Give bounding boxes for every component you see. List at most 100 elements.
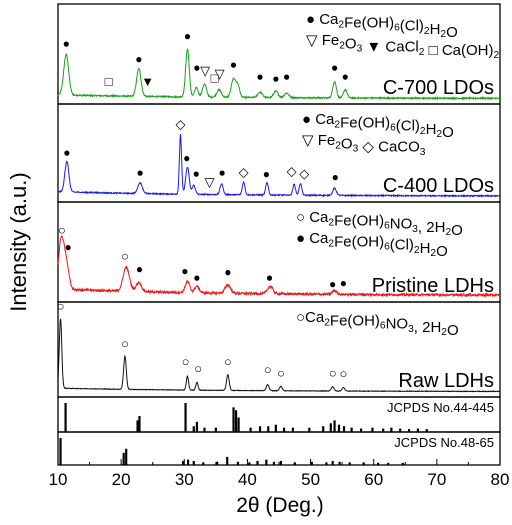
reference-line (425, 429, 428, 432)
reference-line (338, 461, 341, 465)
legend-entry: ▽ Fe2O3 ◇ CaCO3 (302, 132, 426, 158)
reference-line (291, 427, 294, 432)
peak-marker: ● (135, 52, 142, 66)
reference-line (236, 461, 240, 465)
reference-line (416, 428, 420, 432)
reference-line (325, 462, 328, 465)
reference-line (192, 426, 195, 432)
reference-line (192, 460, 195, 465)
reference-panel: JCPDS No.48-65 (57, 431, 501, 466)
peak-marker: ○ (277, 365, 285, 380)
legend-entry: ▽ Fe2O3 ▼ CaCl2 □ Ca(OH)2 (306, 32, 500, 61)
reference-line (256, 460, 259, 465)
series-line (57, 48, 501, 101)
peak-marker: ○ (194, 361, 202, 376)
peak-marker: ● (193, 166, 200, 180)
reference-line (279, 460, 282, 465)
peak-marker: ○ (58, 223, 66, 238)
reference-line (350, 427, 353, 432)
sample-label: Pristine LDHs (372, 275, 494, 297)
peak-marker: ● (283, 70, 290, 84)
peak-marker: ● (219, 165, 226, 179)
peak-marker: ○ (182, 354, 190, 369)
peak-marker: ○ (264, 362, 272, 377)
sample-label: Raw LDHs (398, 370, 494, 392)
x-tick-label: 80 (491, 470, 510, 489)
reference-line (122, 452, 125, 465)
reference-line (282, 427, 286, 432)
peak-marker: ▼ (141, 74, 154, 89)
reference-line (195, 421, 199, 432)
reference-line (203, 427, 206, 432)
x-tick-label: 60 (364, 470, 383, 489)
reference-line (249, 427, 252, 432)
peak-marker: ▽ (200, 63, 210, 78)
reference-line (342, 426, 346, 432)
peak-marker: ○ (121, 336, 129, 351)
reference-line (399, 428, 402, 432)
reference-line (371, 427, 374, 432)
reference-line (202, 462, 205, 465)
peak-marker: ○ (57, 298, 65, 313)
reference-line (274, 424, 277, 432)
reference-line (272, 461, 276, 465)
reference-line (237, 417, 240, 432)
reference-line (359, 428, 363, 432)
reference-line (258, 426, 262, 432)
reference-line (136, 420, 139, 432)
reference-line (216, 461, 219, 465)
peak-marker: ● (136, 262, 143, 276)
reference-line (407, 429, 411, 432)
peak-marker: ● (230, 58, 237, 72)
peak-marker: ● (342, 70, 349, 84)
reference-line (293, 462, 296, 465)
reference-line (59, 438, 62, 465)
peak-marker: ● (266, 270, 273, 284)
reference-line (125, 448, 128, 465)
peak-marker: ● (332, 170, 339, 184)
reference-line (234, 410, 238, 432)
reference-line (322, 426, 325, 432)
reference-line (226, 456, 229, 465)
peak-marker: ● (263, 167, 270, 181)
peak-marker: ● (193, 60, 200, 74)
peak-marker: ◇ (299, 166, 309, 181)
reference-line (390, 427, 393, 432)
reference-line (232, 407, 235, 432)
x-axis-group: 10 20 30 40 50 60 70 80 (49, 459, 510, 489)
x-axis-label: 2θ (Deg.) (236, 494, 324, 517)
peak-marker: ● (64, 240, 71, 254)
reference-line (308, 427, 311, 432)
legend-entry: ○ Ca2Fe(OH)6NO3, 2H2O (296, 209, 463, 239)
peak-marker: ○ (339, 366, 347, 381)
peak-marker: □ (105, 74, 113, 89)
peak-marker: ▽ (215, 66, 225, 81)
peak-marker: ○ (121, 248, 129, 263)
y-axis-label: Intensity (a.u.) (6, 172, 31, 311)
peak-marker: ● (224, 265, 231, 279)
x-tick-label: 70 (427, 470, 446, 489)
panel-c-400-ldos: ●●◇●●▽● ◇ ● ◇ ◇ ● C-400 LDOs● Ca2Fe(OH)6(Cl)2H… (57, 103, 501, 203)
reference-line (401, 462, 404, 465)
reference-line (64, 403, 67, 432)
legend-entry: ○Ca2Fe(OH)6NO3, 2H2O (296, 309, 459, 339)
peak-marker: ● (331, 60, 338, 74)
peak-marker: ● (256, 70, 263, 84)
x-tick-label: 20 (112, 470, 131, 489)
reference-line (331, 460, 334, 465)
reference-line (348, 462, 351, 465)
reference-line (138, 416, 141, 432)
reference-label: JCPDS No.44-445 (387, 400, 494, 415)
reference-line (267, 426, 270, 432)
peak-marker: ● (183, 151, 190, 165)
reference-line (181, 460, 185, 465)
reference-line (337, 424, 341, 432)
legend-entry: ● Ca2Fe(OH)6(Cl)2H2O (302, 111, 454, 141)
sample-label: C-700 LDOs (383, 77, 494, 99)
peak-marker: ● (329, 277, 336, 291)
legend-entry: ● Ca2Fe(OH)6(Cl)2H2O (296, 230, 448, 260)
x-tick-label: 10 (49, 470, 68, 489)
panels-group: ●●●● ●● ● ●●●□ ▼▽ □▽C-700 LDOs● Ca2Fe(OH)6(Cl… (57, 3, 501, 466)
peak-marker: ○ (329, 365, 337, 380)
